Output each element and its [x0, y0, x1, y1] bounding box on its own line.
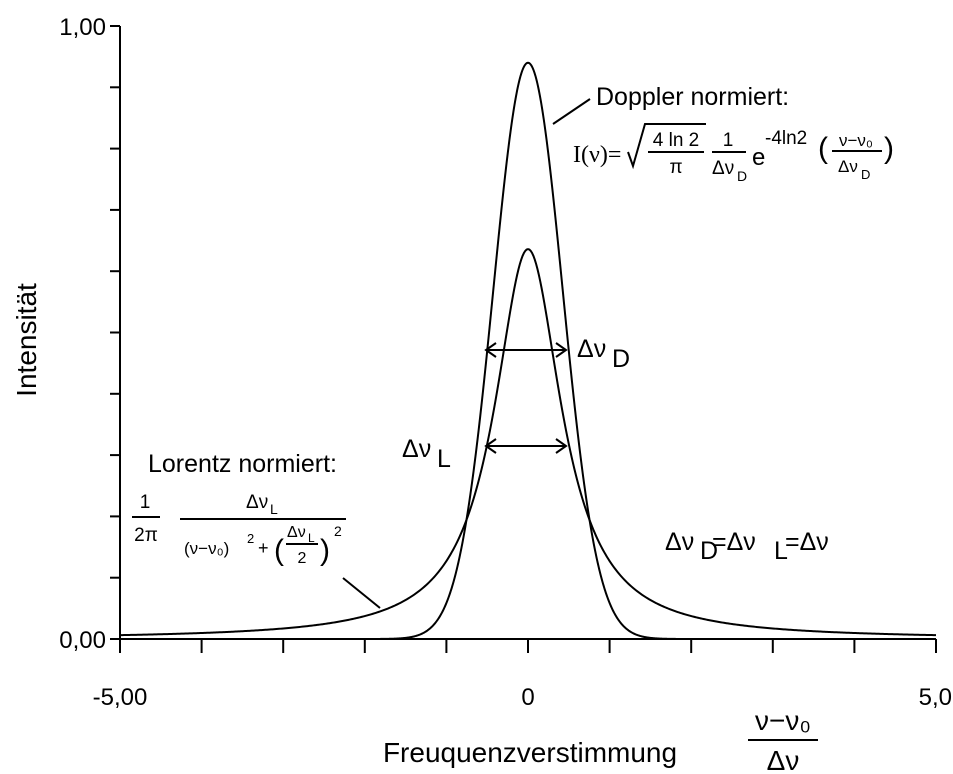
lorentz-title: Lorentz normiert: — [148, 450, 337, 478]
y-tick-labels: 0,00 1,00 — [59, 14, 106, 654]
x-tick-label-1: 0 — [521, 684, 534, 711]
doppler-curve — [364, 61, 692, 640]
doppler-paren-numerator: ν−ν₀ — [839, 131, 873, 150]
equality-annotation: Δν D =Δν L =Δν — [665, 528, 829, 565]
doppler-frac-denominator: Δν — [712, 158, 734, 179]
equality-part-1: Δν — [665, 528, 694, 556]
doppler-exp-text: -4ln2 — [765, 128, 807, 149]
delta-nu-l-marker: Δν L — [402, 435, 568, 473]
y-ticks — [110, 25, 120, 640]
equality-part-2: =Δν — [712, 528, 756, 556]
equality-sub-1: D — [700, 537, 718, 565]
doppler-sqrt-denominator: π — [669, 157, 682, 178]
doppler-sqrt-numerator: 4 ln 2 — [653, 130, 699, 151]
lorentz-denominator-exp: 2 — [247, 531, 254, 546]
doppler-formula: I(ν)= 4 ln 2 π 1 Δν D e -4ln2 ( ν−ν₀ Δν … — [573, 123, 894, 184]
delta-nu-l-arrow-head-right — [555, 438, 568, 454]
lorentz-formula: 1 2π Δν L (ν−ν₀) 2 + ( Δν L 2 ) 2 — [132, 492, 346, 567]
doppler-title: Doppler normiert: — [596, 83, 789, 111]
delta-nu-d-arrow-head-right — [555, 342, 568, 358]
x-axis-fraction-denominator: Δν — [767, 745, 800, 774]
y-axis-title: Intensität — [11, 283, 42, 397]
lorentz-paren-denominator: 2 — [298, 550, 307, 567]
x-axis-fraction: ν−ν₀ Δν — [748, 705, 818, 774]
delta-nu-l-label: Δν — [402, 435, 431, 463]
lorentz-paren-numerator-sub: L — [308, 531, 315, 545]
lorentz-denominator-left: (ν−ν₀) — [184, 539, 229, 558]
y-tick-label-1: 1,00 — [59, 14, 106, 41]
delta-nu-d-arrow-head-left — [484, 342, 497, 358]
lorentz-denominator-plus: + — [258, 538, 269, 558]
lorentz-numerator: Δν — [246, 492, 268, 513]
lorentz-paren-numerator: Δν — [287, 524, 306, 541]
lorentz-curve — [119, 248, 937, 637]
delta-nu-l-label-sub: L — [437, 445, 451, 473]
y-tick-label-0: 0,00 — [59, 627, 106, 654]
lorentz-numerator-sub: L — [270, 501, 278, 517]
doppler-formula-lhs: I(ν)= — [573, 142, 621, 168]
doppler-paren-left: ( — [818, 132, 828, 165]
doppler-frac-denominator-sub: D — [737, 168, 747, 184]
equality-part-3: =Δν — [785, 528, 829, 556]
doppler-exp-base: e — [752, 144, 765, 171]
delta-nu-d-label: Δν — [577, 335, 606, 363]
x-ticks — [119, 639, 937, 653]
doppler-frac-numerator: 1 — [723, 130, 734, 151]
x-axis-title: Freuquenzverstimmung — [383, 737, 677, 768]
doppler-paren-right: ) — [884, 132, 894, 165]
x-tick-labels: -5,00 0 5,0 — [93, 684, 952, 711]
delta-nu-l-arrow-head-left — [484, 438, 497, 454]
x-axis-fraction-numerator: ν−ν₀ — [755, 705, 811, 736]
lorentz-paren-exp: 2 — [334, 523, 342, 539]
lorentz-paren-left: ( — [274, 534, 284, 567]
equality-sub-2: L — [774, 537, 788, 565]
lorentz-pre-numerator: 1 — [140, 492, 151, 513]
delta-nu-d-label-sub: D — [612, 345, 630, 373]
doppler-paren-denominator-sub: D — [861, 167, 870, 182]
x-tick-label-2: 5,0 — [919, 684, 952, 711]
x-tick-label-0: -5,00 — [93, 684, 148, 711]
lorentz-paren-right: ) — [320, 534, 330, 567]
doppler-paren-denominator: Δν — [838, 157, 858, 176]
doppler-leader-line — [552, 98, 591, 125]
delta-nu-d-marker: Δν D — [484, 335, 630, 373]
lorentz-pre-denominator: 2π — [134, 525, 158, 546]
doppler-sqrt-sign — [627, 123, 706, 170]
lorentz-leader-line — [342, 577, 381, 609]
